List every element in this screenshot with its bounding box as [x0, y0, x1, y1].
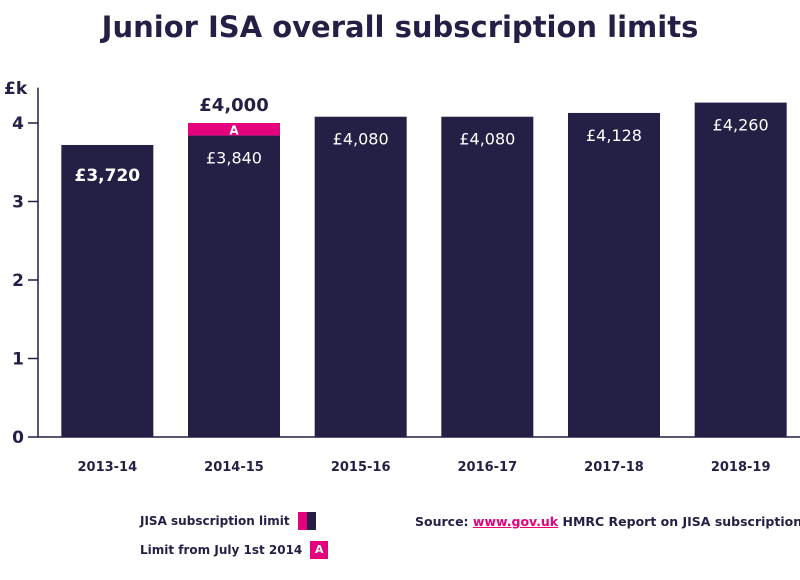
source-link[interactable]: www.gov.uk — [472, 514, 559, 529]
bar-2016-17 — [441, 116, 534, 437]
source-suffix: HMRC Report on JISA subscriptions — [562, 514, 800, 529]
bar-chart: 0 1 2 3 4 £k £3,720 2013-14 A £4,000 £3,840 2014-15… — [4, 79, 800, 475]
data-label-2016-17: £4,080 — [459, 130, 515, 149]
data-label-2017-18: £4,128 — [586, 126, 642, 145]
segment-marker-label: A — [229, 123, 239, 137]
legend-swatch-navy — [306, 512, 316, 530]
y-axis-unit: £k — [4, 79, 28, 99]
x-tick-label-2013-14: 2013-14 — [77, 460, 137, 475]
data-label-2018-19: £4,260 — [713, 116, 769, 135]
x-tick-label-2016-17: 2016-17 — [457, 460, 517, 475]
source-prefix: Source: — [415, 514, 469, 529]
data-label-2015-16: £4,080 — [333, 130, 389, 149]
bar-2014-15 — [188, 135, 280, 437]
bar-2017-18 — [568, 112, 660, 438]
y-tick-label: 4 — [12, 114, 24, 134]
y-tick-label: 3 — [12, 193, 24, 213]
y-tick-label: 0 — [12, 428, 24, 448]
bar-2018-19 — [694, 102, 787, 437]
chart-title: Junior ISA overall subscription limits — [101, 10, 699, 44]
legend-swatch-pink — [297, 512, 307, 530]
legend-item-subscription-limit: JISA subscription limit — [140, 512, 316, 530]
x-tick-label-2017-18: 2017-18 — [584, 460, 644, 475]
x-tick-label-2018-19: 2018-19 — [711, 460, 771, 475]
data-label-2014-15: £3,840 — [206, 149, 262, 168]
legend-label-subscription-limit: JISA subscription limit — [140, 514, 290, 528]
bar-2015-16 — [314, 116, 407, 437]
x-tick-label-2014-15: 2014-15 — [204, 460, 264, 475]
source-note: Source: www.gov.uk HMRC Report on JISA s… — [415, 514, 800, 529]
bar-top-total-label: £4,000 — [199, 95, 268, 116]
y-tick-label: 1 — [12, 350, 24, 370]
bar-2013-14 — [61, 144, 154, 438]
legend-swatch-marker: A — [310, 541, 329, 559]
data-label-2013-14: £3,720 — [75, 166, 141, 186]
y-tick-label: 2 — [12, 271, 24, 291]
bar-segment-july-2014-15 — [188, 123, 280, 136]
x-tick-label-2015-16: 2015-16 — [331, 460, 391, 475]
legend-label-july-limit: Limit from July 1st 2014 — [140, 543, 303, 557]
legend-item-july-limit: Limit from July 1st 2014 A — [140, 541, 329, 559]
